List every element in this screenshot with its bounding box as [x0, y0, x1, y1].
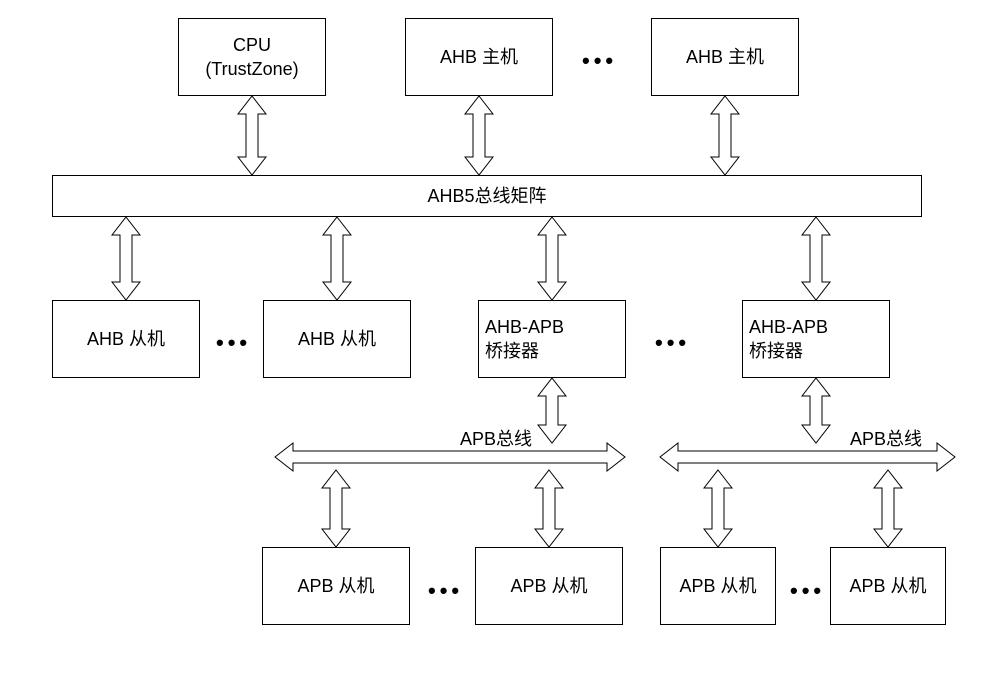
node-label: APB 从机 [667, 574, 769, 598]
ellipsis-bot1: ••• [428, 578, 463, 604]
arrow-ahb5-ahbs2 [323, 217, 351, 300]
node-ahb_s2: AHB 从机 [263, 300, 411, 378]
node-label: AHB 从机 [270, 327, 404, 351]
diagram-canvas: CPU(TrustZone) AHB 主机 AHB 主机 AHB5总线矩阵 AHB 从机… [0, 0, 1000, 675]
ellipsis-top: ••• [582, 48, 617, 74]
arrow-bus1-apb1b [535, 470, 563, 547]
node-label-line1: CPU [185, 33, 319, 57]
node-apb_s_2a: APB 从机 [660, 547, 776, 625]
node-label: APB 从机 [837, 574, 939, 598]
arrow-ahbm2-ahb5 [711, 96, 739, 175]
node-label: AHB 从机 [59, 327, 193, 351]
arrow-apb-bus-1 [275, 443, 625, 471]
ellipsis-mid2: ••• [655, 330, 690, 356]
arrow-cpu-ahb5 [238, 96, 266, 175]
arrow-bridge2-bus2 [802, 378, 830, 443]
node-bridge2: AHB-APB桥接器 [742, 300, 890, 378]
arrow-bus2-apb2b [874, 470, 902, 547]
arrow-ahb5-ahbs1 [112, 217, 140, 300]
ellipsis-bot2: ••• [790, 578, 825, 604]
arrow-apb-bus-2 [660, 443, 955, 471]
node-label-line1: AHB-APB [749, 315, 883, 339]
arrow-bridge1-bus1 [538, 378, 566, 443]
node-ahb_m1: AHB 主机 [405, 18, 553, 96]
arrow-bus1-apb1a [322, 470, 350, 547]
node-label: APB 从机 [269, 574, 403, 598]
node-label-line2: (TrustZone) [185, 57, 319, 81]
arrow-bus2-apb2a [704, 470, 732, 547]
node-apb_s_2b: APB 从机 [830, 547, 946, 625]
node-ahb5: AHB5总线矩阵 [52, 175, 922, 217]
arrow-ahbm1-ahb5 [465, 96, 493, 175]
node-label-line1: AHB-APB [485, 315, 619, 339]
node-ahb_m2: AHB 主机 [651, 18, 799, 96]
node-bridge1: AHB-APB桥接器 [478, 300, 626, 378]
arrow-ahb5-bridge2 [802, 217, 830, 300]
node-label: AHB 主机 [658, 45, 792, 69]
arrow-ahb5-bridge1 [538, 217, 566, 300]
node-cpu: CPU(TrustZone) [178, 18, 326, 96]
node-label-line2: 桥接器 [749, 339, 883, 363]
node-apb_s_1b: APB 从机 [475, 547, 623, 625]
node-apb_s_1a: APB 从机 [262, 547, 410, 625]
node-label: AHB 主机 [412, 45, 546, 69]
node-label-line2: 桥接器 [485, 339, 619, 363]
node-ahb_s1: AHB 从机 [52, 300, 200, 378]
node-label: AHB5总线矩阵 [59, 184, 915, 208]
node-label: APB 从机 [482, 574, 616, 598]
ellipsis-mid1: ••• [216, 330, 251, 356]
